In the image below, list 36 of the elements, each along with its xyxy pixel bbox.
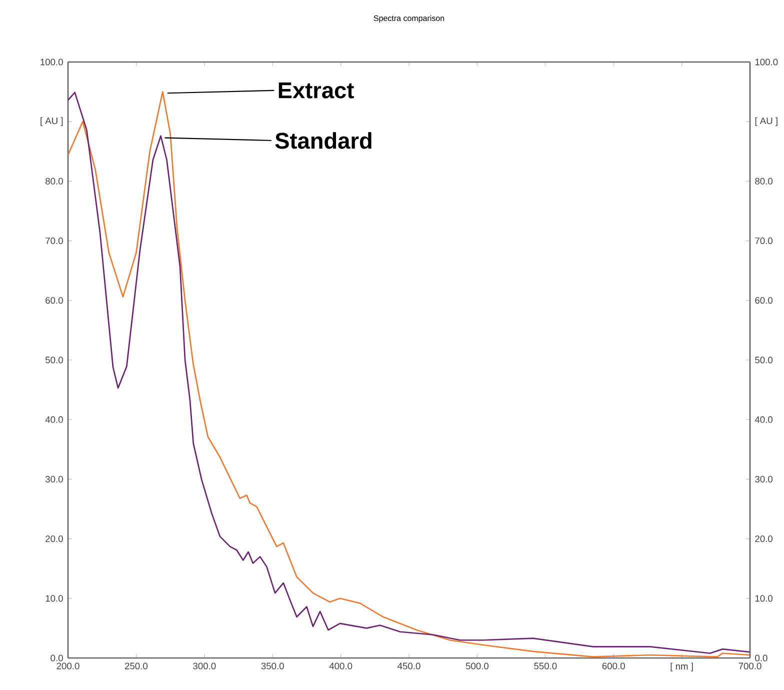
y2-tick-label: [ AU ]: [755, 117, 778, 126]
y-tick-label: 100.0: [40, 58, 63, 66]
x-tick-label: [ nm ]: [670, 662, 693, 672]
annotation: Standard: [275, 132, 372, 149]
y-tick-label: 40.0: [45, 416, 63, 423]
y-tick-label: 70.0: [46, 238, 63, 244]
y-tick-label: [ AU ]: [40, 117, 63, 126]
y-tick-label: 0.0: [50, 654, 63, 662]
y-tick-label: 80.0: [46, 178, 63, 184]
x-tick-label: 200.0: [56, 662, 80, 670]
y2-tick-label: 10.0: [755, 595, 773, 602]
y2-tick-label: 100.0: [755, 58, 778, 66]
y-tick-label: 30.0: [45, 476, 63, 482]
x-tick-label: 400.0: [329, 662, 352, 670]
y2-tick-label: 60.0: [755, 297, 773, 304]
x-tick-label: 600.0: [602, 662, 625, 670]
x-tick-label: 550.0: [534, 662, 557, 670]
y-tick-label: 50.0: [46, 356, 63, 364]
y2-tick-label: 30.0: [755, 476, 773, 482]
x-tick-label: 700.0: [738, 662, 762, 670]
y-tick-label: 10.0: [46, 595, 63, 602]
x-tick-label: 350.0: [261, 662, 284, 670]
x-tick-label: 300.0: [193, 662, 216, 670]
y2-tick-label: 80.0: [755, 178, 773, 184]
y-tick-label: 60.0: [46, 297, 63, 304]
annotation: Extract: [278, 82, 354, 98]
x-tick-label: 250.0: [124, 662, 148, 670]
x-tick-label: 500.0: [466, 662, 489, 670]
y2-tick-label: 20.0: [755, 536, 773, 542]
y2-tick-label: 40.0: [754, 416, 773, 423]
y2-tick-label: 50.0: [755, 356, 773, 364]
chart-title: Spectra comparison: [374, 15, 444, 23]
y-tick-label: 20.0: [46, 536, 63, 542]
y2-tick-label: 0.0: [755, 654, 768, 662]
y2-tick-label: 70.0: [755, 238, 773, 244]
x-tick-label: 450.0: [398, 662, 420, 670]
